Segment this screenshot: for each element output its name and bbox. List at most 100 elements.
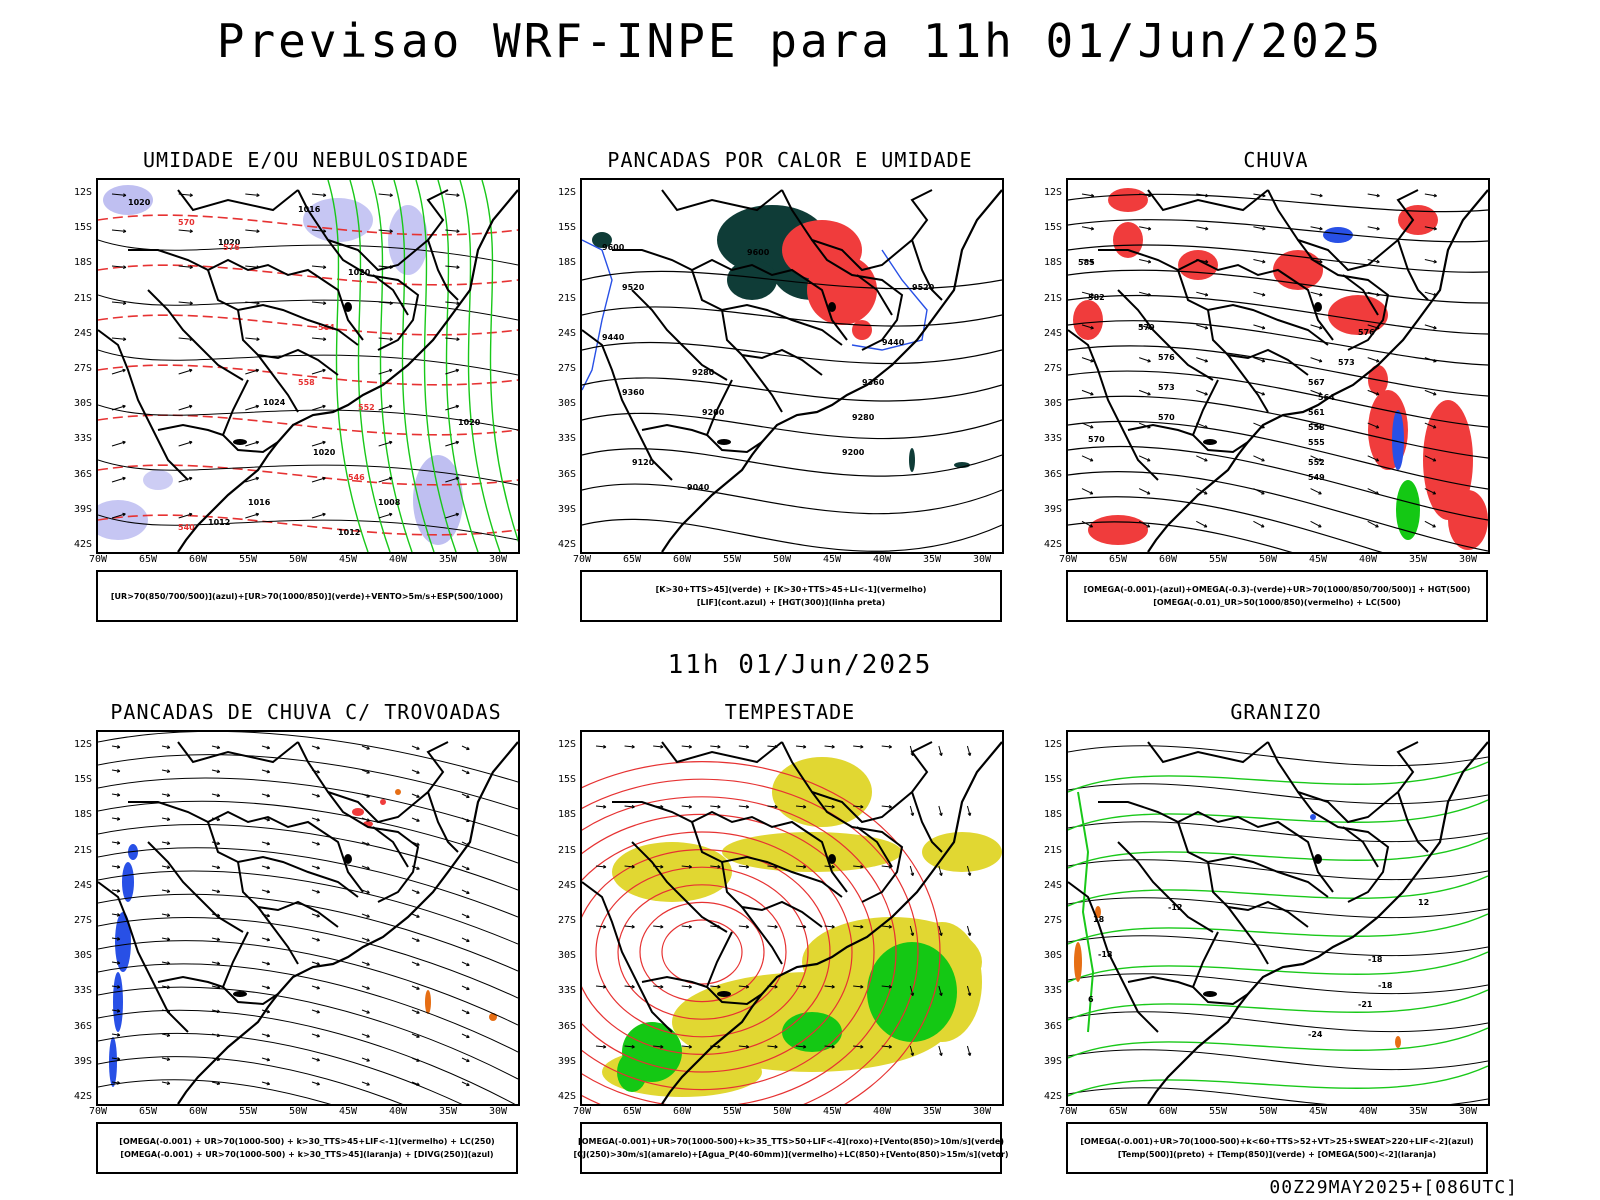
height-contour [582, 412, 1002, 440]
state-border [1177, 269, 1329, 346]
temp500-contour [1068, 821, 1488, 843]
wind-vector [966, 865, 972, 876]
state-border [128, 249, 364, 341]
contour-label: 549 [1308, 473, 1325, 482]
wind-vector [111, 817, 121, 821]
longitude-tick-label: 60W [1158, 1106, 1178, 1117]
wind-vector [853, 864, 864, 869]
convection-area [489, 1013, 497, 1021]
longitude-tick-label: 45W [1308, 554, 1328, 565]
legend-line: [OMEGA(-0.01)_UR>50(1000/850)(vermelho) … [1153, 598, 1401, 607]
wind-vector [361, 937, 370, 942]
temp850-contour [1068, 989, 1488, 1021]
latitude-tick-label: 21S [1043, 292, 1062, 304]
wind-vector [245, 476, 260, 483]
divergence-area [115, 912, 131, 972]
state-border [427, 239, 459, 301]
wind-vector [161, 961, 171, 965]
wind-vector [161, 841, 171, 845]
wind-vector [824, 1044, 835, 1049]
wind-vector [1081, 324, 1094, 330]
contour-label: 567 [1308, 378, 1325, 387]
longitude-tick-label: 50W [288, 1106, 308, 1117]
wind-vector [653, 1044, 664, 1049]
wind-vector [1139, 193, 1152, 198]
streamline [582, 831, 853, 1073]
height-contour [1068, 445, 1488, 521]
state-border [372, 274, 409, 316]
wind-vector [111, 865, 121, 869]
height-contour [582, 306, 1002, 327]
contour-label: 570 [1088, 435, 1105, 444]
wind-vector [311, 1057, 320, 1062]
forecast-map: -12 -18 -18 -18 -21 -24 12 18 6 [1066, 730, 1490, 1106]
state-border [177, 741, 299, 764]
state-border [661, 189, 783, 212]
hail-area [1310, 814, 1316, 820]
streamline [98, 940, 518, 1026]
wind-vector [853, 744, 864, 749]
thickness-line [98, 314, 518, 336]
divergence-area [128, 844, 138, 860]
longitude-tick-label: 60W [1158, 554, 1178, 565]
state-border [781, 189, 933, 272]
latitude-tick-label: 36S [1043, 468, 1062, 480]
wind-vector [311, 793, 320, 798]
contour-label: -21 [1358, 1000, 1373, 1009]
forecast-map: 9600 9520 9440 9360 9280 9200 9120 9040 9600 9520… [580, 178, 1004, 554]
streamline [98, 963, 518, 1053]
wind-vector [111, 769, 121, 773]
coastline [177, 189, 518, 552]
state-border [811, 791, 904, 903]
wind-vector [461, 817, 470, 823]
wind-vector [161, 865, 171, 869]
wind-vector [710, 804, 721, 809]
state-border [911, 791, 943, 853]
height-contour [582, 377, 1002, 402]
rain-area [1108, 188, 1148, 212]
legend-line: [UR>70(850/700/500)](azul)+[UR>70(1000/8… [110, 591, 504, 601]
wind-vector [261, 793, 271, 798]
wind-vector [1139, 226, 1152, 231]
wind-vector [824, 984, 835, 989]
latitude-tick-label: 42S [73, 1091, 92, 1102]
wind-vector [938, 745, 943, 756]
state-border [1267, 189, 1419, 272]
longitude-tick-label: 65W [138, 554, 158, 565]
state-border [157, 423, 224, 436]
wind-vector [411, 937, 420, 942]
wind-vector [445, 404, 460, 411]
wind-vector [178, 440, 193, 447]
omega500-area [1395, 1036, 1401, 1048]
contour-label: 582 [1088, 293, 1105, 302]
wind-vector [1253, 324, 1266, 330]
state-border [612, 801, 848, 893]
temp500-contour [1068, 1011, 1488, 1033]
wind-vector [881, 804, 892, 809]
contour-label: 1012 [338, 528, 360, 537]
contour-label: -18 [1368, 955, 1383, 964]
latitude-tick-label: 33S [557, 433, 576, 445]
wind-vector [261, 937, 271, 942]
streamline [98, 1009, 516, 1104]
wind-vector [1081, 422, 1094, 429]
wind-vector [966, 805, 972, 816]
contour-label: 564 [318, 323, 335, 332]
longitude-tick-label: 70W [88, 554, 108, 565]
height-contour [1068, 269, 1488, 304]
longitude-tick-label: 70W [572, 554, 592, 565]
wind-vector [211, 1033, 221, 1038]
wind-vector [445, 368, 460, 375]
contour-label: 585 [1078, 258, 1095, 267]
thickness-line [98, 264, 518, 286]
state-border [1227, 354, 1269, 413]
state-border [237, 309, 339, 376]
longitude-tick-label: 30W [1458, 1106, 1478, 1117]
wind-vector [311, 404, 326, 411]
wind-vector [1367, 291, 1380, 297]
wind-vector [1139, 291, 1152, 297]
wind-vector [1367, 488, 1379, 495]
wind-vector [681, 924, 692, 929]
contour-label: 561 [1308, 408, 1325, 417]
latitude-tick-label: 42S [73, 539, 92, 550]
